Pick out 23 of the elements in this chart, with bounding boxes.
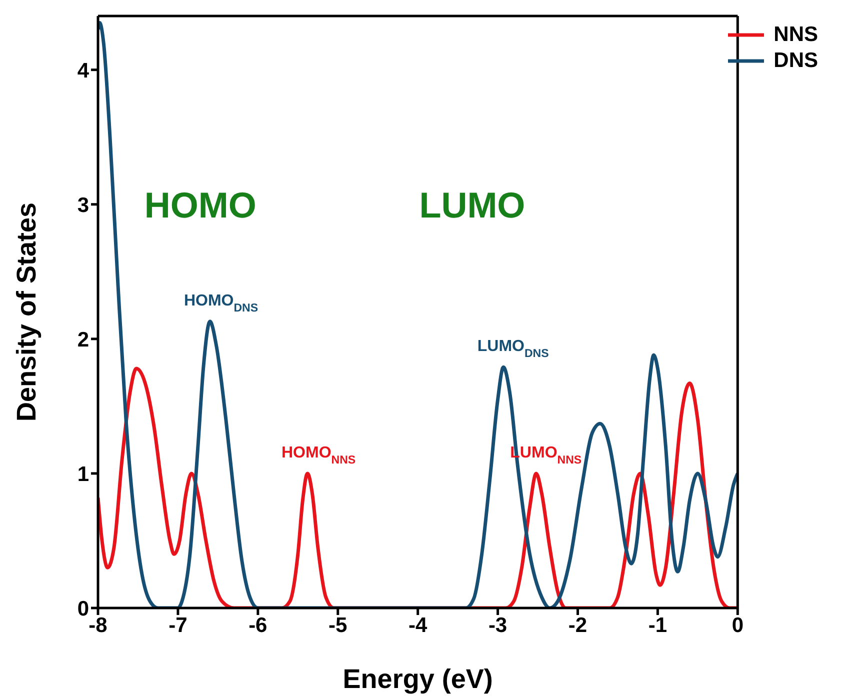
x-tick-label: -8 bbox=[88, 614, 108, 637]
y-tick-label: 4 bbox=[77, 59, 90, 82]
annotation: LUMO bbox=[419, 184, 526, 226]
legend-label: NNS bbox=[774, 22, 818, 48]
annotation: HOMO bbox=[144, 184, 256, 226]
annotation: LUMO$_{DNS}$ bbox=[477, 338, 550, 360]
x-tick-label: -1 bbox=[648, 614, 668, 637]
x-tick-label: -5 bbox=[328, 614, 348, 637]
y-tick-label: 0 bbox=[77, 597, 89, 620]
x-tick-label: -2 bbox=[568, 614, 588, 637]
legend-label: DNS bbox=[774, 48, 818, 74]
x-tick-label: 0 bbox=[732, 614, 744, 637]
y-axis-title: Density of States bbox=[12, 202, 42, 422]
x-tick-label: -3 bbox=[488, 614, 508, 637]
x-tick-label: -7 bbox=[168, 614, 188, 637]
x-tick-label: -6 bbox=[248, 614, 268, 637]
annotation: HOMO$_{DNS}$ bbox=[184, 292, 258, 314]
x-tick-label: -4 bbox=[408, 614, 428, 637]
y-tick-label: 3 bbox=[77, 194, 89, 217]
y-tick-label: 2 bbox=[77, 328, 89, 352]
y-tick-label: 1 bbox=[77, 462, 90, 486]
annotation: HOMO$_{NNS}$ bbox=[281, 444, 356, 466]
x-axis-title: Energy (eV) bbox=[342, 664, 493, 694]
